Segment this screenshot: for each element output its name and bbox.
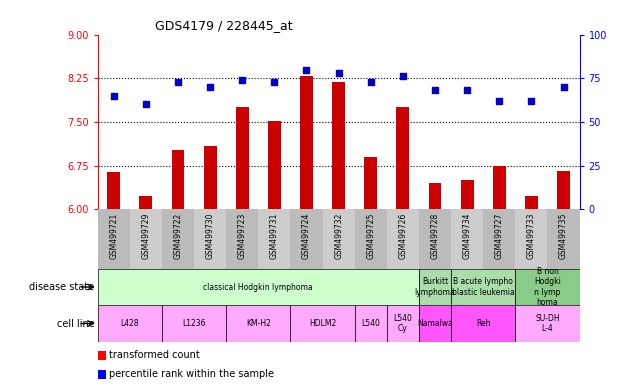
Text: L540
Cy: L540 Cy (394, 314, 412, 333)
Bar (290, 209, 323, 269)
Bar (515, 269, 580, 305)
Bar (107, 172, 120, 209)
Bar (130, 209, 162, 269)
Text: GDS4179 / 228445_at: GDS4179 / 228445_at (156, 19, 293, 32)
Bar (387, 209, 419, 269)
Point (559, 84, 569, 90)
Text: B acute lympho
blastic leukemia: B acute lympho blastic leukemia (452, 277, 515, 297)
Point (302, 66, 312, 73)
Text: GSM499735: GSM499735 (559, 212, 568, 259)
Bar (557, 171, 570, 209)
Point (495, 98, 505, 104)
Text: B non
Hodgki
n lymp
homa: B non Hodgki n lymp homa (534, 267, 561, 307)
Text: cell line: cell line (57, 318, 94, 329)
Text: L1236: L1236 (182, 319, 206, 328)
Text: GSM499727: GSM499727 (495, 212, 504, 259)
Bar (98, 209, 130, 269)
Bar (268, 121, 281, 209)
Bar (419, 209, 451, 269)
Text: Burkitt
lymphoma: Burkitt lymphoma (415, 277, 455, 297)
Point (430, 88, 440, 94)
Bar (493, 166, 506, 209)
Bar (364, 157, 377, 209)
Text: GSM499730: GSM499730 (205, 212, 215, 259)
Bar (162, 209, 194, 269)
Text: disease state: disease state (30, 282, 94, 292)
Bar (483, 209, 515, 269)
Text: GSM499724: GSM499724 (302, 212, 311, 259)
Point (141, 101, 151, 108)
Bar (515, 209, 547, 269)
Text: Namalwa: Namalwa (417, 319, 453, 328)
Bar (451, 305, 515, 342)
Text: percentile rank within the sample: percentile rank within the sample (109, 369, 274, 379)
Text: GSM499723: GSM499723 (238, 212, 247, 259)
Text: L428: L428 (120, 319, 139, 328)
Bar (355, 209, 387, 269)
Bar (203, 146, 217, 209)
Text: GSM499731: GSM499731 (270, 212, 279, 259)
Bar (428, 183, 442, 209)
Text: GSM499732: GSM499732 (334, 212, 343, 259)
Bar (290, 305, 355, 342)
Text: HDLM2: HDLM2 (309, 319, 336, 328)
Text: GSM499721: GSM499721 (109, 212, 118, 258)
Bar (451, 209, 483, 269)
Text: GSM499729: GSM499729 (141, 212, 151, 259)
Text: transformed count: transformed count (109, 350, 200, 360)
Point (366, 79, 376, 85)
Bar (525, 197, 538, 209)
Text: GSM499728: GSM499728 (430, 212, 440, 258)
Text: GSM499726: GSM499726 (398, 212, 408, 259)
Point (238, 77, 248, 83)
Text: GSM499733: GSM499733 (527, 212, 536, 259)
Bar (139, 197, 152, 209)
Bar (515, 305, 580, 342)
Bar (162, 305, 226, 342)
Point (462, 88, 472, 94)
Bar (226, 209, 258, 269)
Text: KM-H2: KM-H2 (246, 319, 271, 328)
Bar (194, 209, 226, 269)
Bar (461, 180, 474, 209)
Point (173, 79, 183, 85)
Text: SU-DH
L-4: SU-DH L-4 (535, 314, 560, 333)
Text: GSM499725: GSM499725 (366, 212, 375, 259)
Bar (451, 269, 515, 305)
Text: Reh: Reh (476, 319, 491, 328)
Bar (547, 209, 580, 269)
Point (398, 73, 408, 79)
Point (205, 84, 215, 90)
Bar (355, 305, 387, 342)
Bar (323, 209, 355, 269)
Bar (258, 209, 290, 269)
Text: GSM499722: GSM499722 (173, 212, 183, 258)
Text: classical Hodgkin lymphoma: classical Hodgkin lymphoma (203, 283, 313, 291)
Bar (226, 305, 290, 342)
Bar (419, 269, 451, 305)
Point (108, 93, 118, 99)
Bar (387, 305, 419, 342)
Bar (171, 150, 185, 209)
Text: GSM499734: GSM499734 (462, 212, 472, 259)
Bar (300, 76, 313, 209)
Bar (332, 82, 345, 209)
Bar (98, 305, 162, 342)
Text: L540: L540 (362, 319, 380, 328)
Point (334, 70, 344, 76)
Bar (236, 107, 249, 209)
Bar (98, 269, 419, 305)
Point (270, 79, 280, 85)
Bar (396, 108, 410, 209)
Point (527, 98, 537, 104)
Bar (419, 305, 451, 342)
